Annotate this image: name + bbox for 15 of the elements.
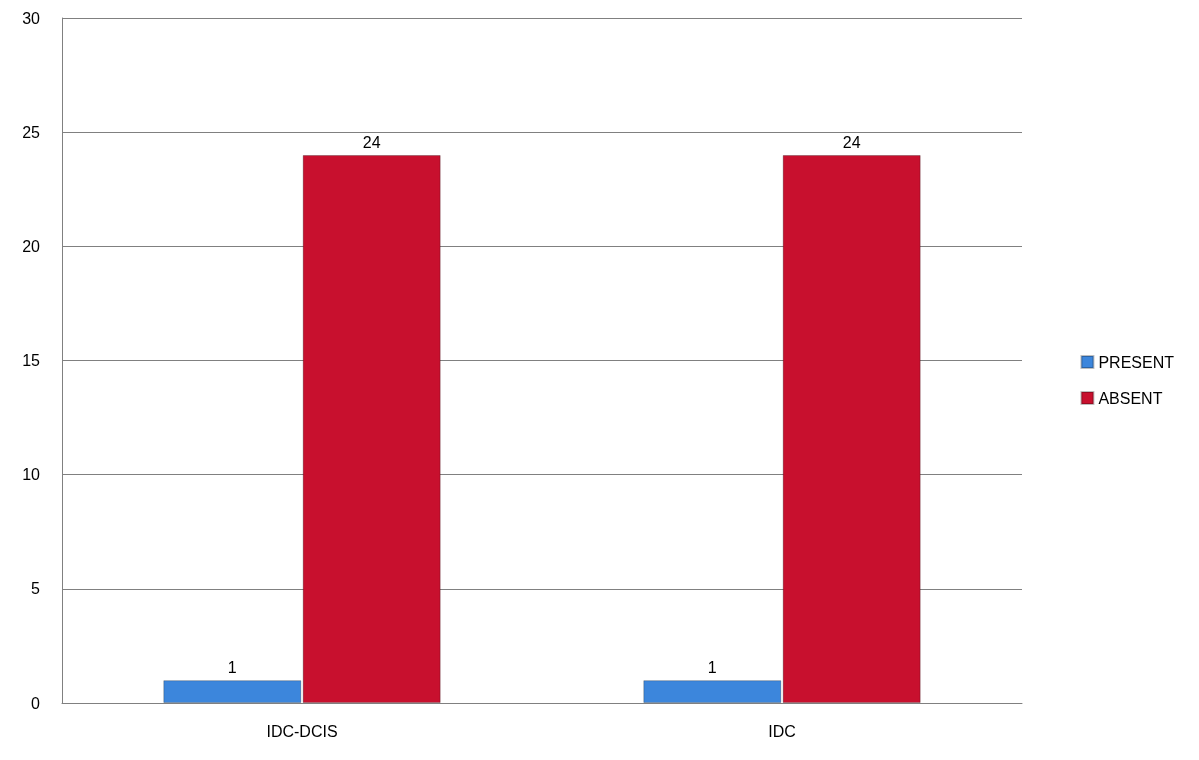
legend-label: ABSENT xyxy=(1098,389,1163,407)
data-label: 1 xyxy=(227,658,237,676)
x-tick-label: IDC xyxy=(768,722,796,740)
y-tick-label: 5 xyxy=(31,580,41,598)
x-tick-label: IDC-DCIS xyxy=(266,722,338,740)
y-tick-label: 30 xyxy=(22,9,41,27)
data-label: 1 xyxy=(707,658,717,676)
y-tick-label: 0 xyxy=(31,694,41,712)
legend-label: PRESENT xyxy=(1098,353,1175,371)
y-tick-label: 20 xyxy=(22,237,41,255)
y-tick-label: 10 xyxy=(22,466,41,484)
y-tick-label: 25 xyxy=(22,123,41,141)
y-tick-label: 15 xyxy=(22,352,41,369)
data-label: 24 xyxy=(842,133,861,151)
data-label: 24 xyxy=(362,133,381,151)
